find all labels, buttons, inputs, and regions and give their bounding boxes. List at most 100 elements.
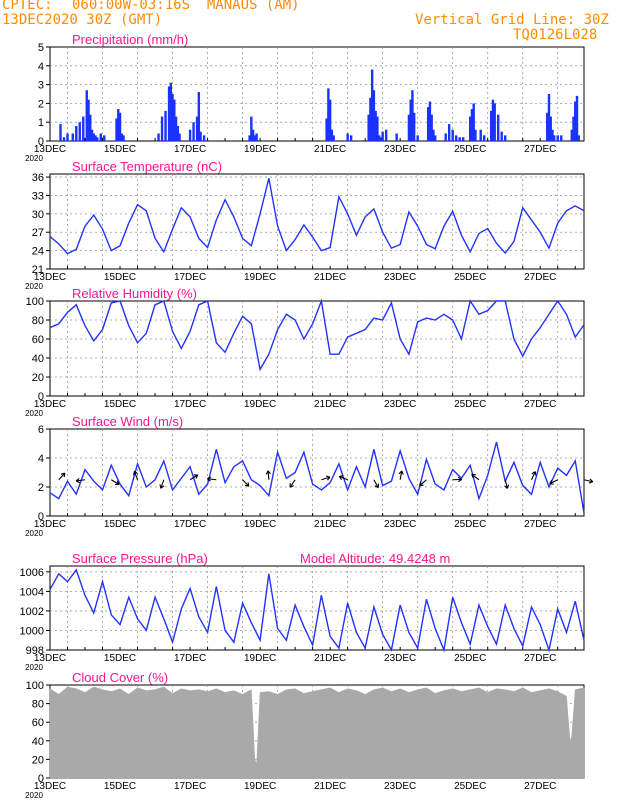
y-tick-label: 4 [38,453,44,465]
x-tick-label: 25DEC [454,272,486,283]
precip-bar [192,122,195,141]
y-tick-label: 33 [32,190,44,202]
header-run: 13DEC2020 30Z (GMT) [2,12,163,28]
precip-bar [560,135,563,141]
precip-bar [188,129,192,141]
precip-bar [447,124,451,141]
precip-bar [491,99,495,141]
plot-frame [49,173,585,270]
x-tick-label: 21DEC [314,144,346,155]
y-tick-label: 24 [32,246,44,258]
precip-bar [432,129,435,141]
x-tick-label: 13DEC [34,781,66,792]
precip-bar [96,137,99,141]
x-tick-label: 15DEC [104,781,136,792]
precip-bar [504,135,507,141]
precip-bar [87,99,90,141]
x-tick-label: 25DEC [454,519,486,530]
wind-arrow [242,479,250,487]
wind-arrow-head [504,484,510,489]
wind-arrow [133,471,139,480]
precip-bar [349,135,353,141]
x-tick-label: 27DEC [524,272,556,283]
precip-bar [117,109,120,141]
y-tick-label: 36 [32,172,44,184]
x-tick-label: 23DEC [384,653,416,664]
y-tick-label: 100 [26,296,44,308]
wind-arrow-head [549,479,554,485]
wind-arrow-head [457,476,462,483]
x-tick-label: 13DEC [34,272,66,283]
precip-bar [461,137,465,141]
x-tick-label: 17DEC [174,781,206,792]
x-tick-label: 19DEC [244,144,276,155]
y-tick-label: 1000 [20,625,44,637]
x-tick-label: 13DEC [34,653,66,664]
x-year-label: 2020 [25,529,43,538]
y-tick-label: 0 [38,136,44,148]
precip-bar [430,114,433,141]
precip-bar [346,133,349,141]
precip-bar [115,118,118,141]
precip-bar [493,103,496,141]
wind-arrow [321,476,331,481]
y-tick-label: 3 [38,80,44,92]
precip-bar [451,129,454,141]
panel-title: Surface Wind (m/s) [72,414,183,429]
precip-bar [330,129,334,141]
panel-3 [46,428,594,517]
panel-1 [46,173,585,270]
wind-arrow-head [60,472,66,478]
precip-bar [483,135,486,141]
x-tick-label: 27DEC [524,399,556,410]
precip-bar [250,116,253,141]
precip-bar [479,129,482,141]
wind-arrow [289,479,296,488]
wind-arrow-head [159,484,165,489]
precip-bar [197,92,201,141]
wind-arrow [58,472,66,481]
precip-bar [90,129,94,141]
precip-bar [251,129,255,141]
panel-title: Cloud Cover (%) [72,670,168,685]
precip-bar [62,137,66,141]
precip-bar [426,107,430,141]
precip-bar [384,129,388,141]
y-tick-label: 1006 [20,567,44,579]
precip-bar [577,135,580,141]
precip-bar [472,103,475,141]
precip-bar [497,114,500,141]
precip-bar [118,112,122,141]
precip-bar [253,135,257,141]
wind-arrow [530,471,536,480]
header-code: TQ0126L028 [513,27,598,43]
precip-bar [66,133,69,141]
precip-bar [377,135,381,141]
precip-bar [157,133,160,141]
y-tick-label: 40 [32,353,44,365]
precip-bar [454,135,458,141]
series-line [49,298,585,372]
header-source: CPTEC: [2,0,53,13]
wind-arrow-head [207,476,212,482]
wind-arrow-head [75,477,80,484]
wind-arrow [583,479,593,483]
series-line [49,568,585,653]
panel-title: Relative Humidity (%) [72,286,197,301]
precip-bar [255,133,258,141]
precip-bar [167,86,171,141]
wind-arrow [419,479,427,487]
series-line [49,178,585,255]
header: CPTEC: 060:00W-03:16S MANAUS (AM) 13DEC2… [0,0,618,44]
wind-arrow-head [471,473,476,479]
precip-bar [369,97,372,141]
x-tick-label: 15DEC [104,519,136,530]
x-year-label: 2020 [25,409,43,418]
x-tick-label: 23DEC [384,144,416,155]
precip-bar [412,112,416,141]
x-tick-label: 17DEC [174,144,206,155]
x-tick-label: 25DEC [454,781,486,792]
wind-arrow-head [531,471,537,476]
precip-bar [178,133,181,141]
